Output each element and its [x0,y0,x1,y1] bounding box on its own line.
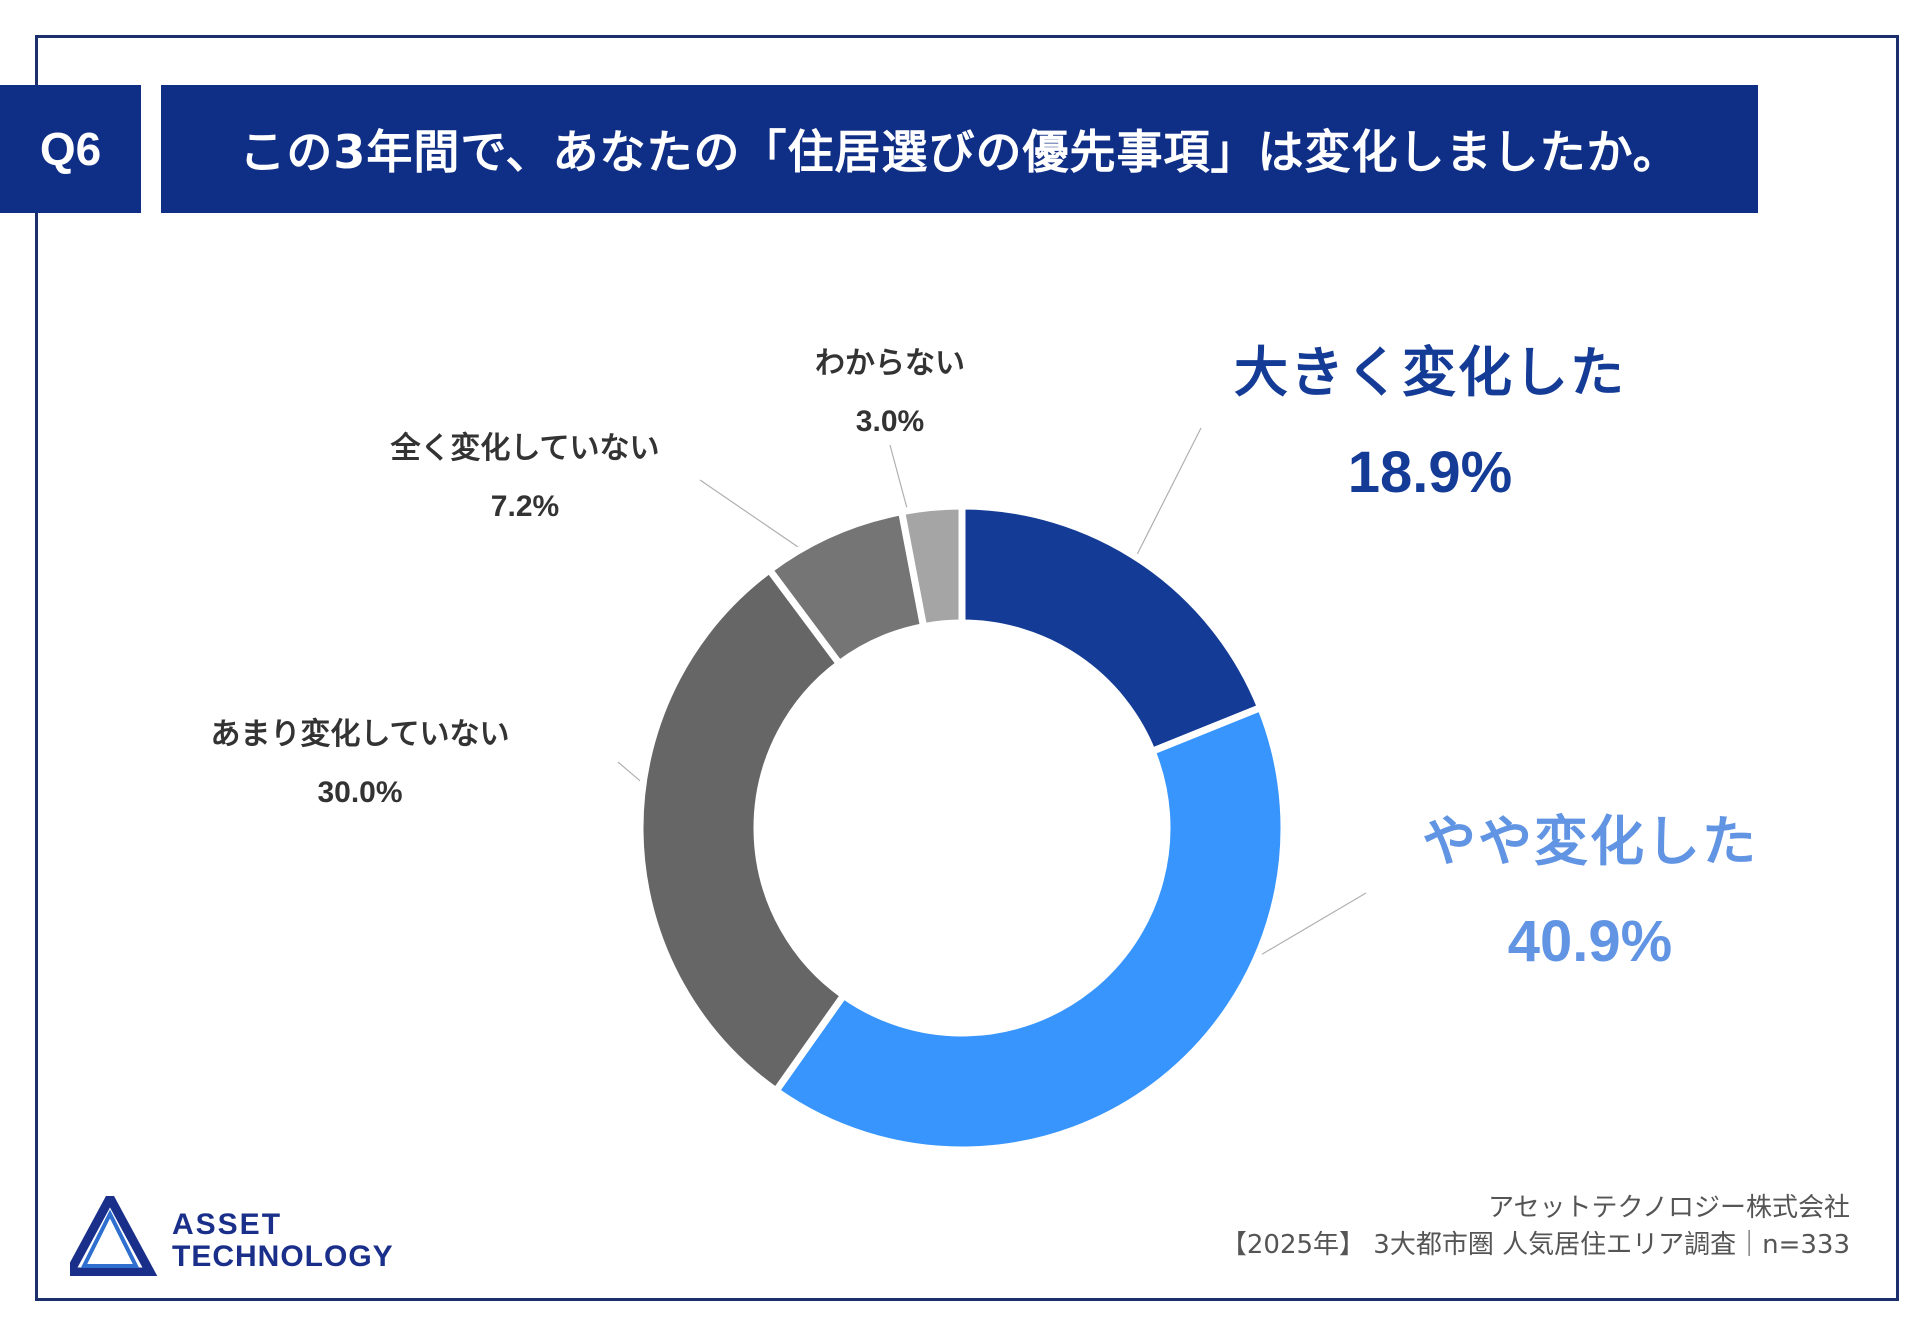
slice-name: 大きく変化した [1234,341,1626,404]
slice-value: 7.2% [490,490,560,523]
slice-value: 30.0% [317,776,403,809]
footer-source: アセットテクノロジー株式会社 【2025年】 3大都市圏 人気居住エリア調査｜n… [1221,1190,1850,1264]
slice-label-no-change: 全く変化していない 7.2% [335,420,715,536]
slice-label-slight-change: やや変化した 40.9% [1400,792,1780,992]
slice-label-not-much-change: あまり変化していない 30.0% [160,706,560,822]
slice-value: 40.9% [1507,909,1673,974]
logo-line-2: TECHNOLOGY [172,1240,394,1273]
leader-line-unknown [889,444,909,513]
question-title: この3年間で、あなたの「住居選びの優先事項」は変化しましたか。 [161,85,1758,213]
logo-line-1: ASSET [172,1208,282,1241]
question-badge: Q6 [0,85,141,213]
footer-company: アセットテクノロジー株式会社 [1488,1193,1850,1223]
slice-label-large-change: 大きく変化した 18.9% [1190,323,1670,523]
donut-slice-slight-change [771,703,1288,1154]
slice-name: わからない [815,346,965,381]
footer-survey: 【2025年】 3大都市圏 人気居住エリア調査｜n=333 [1220,1230,1850,1260]
chart-frame [35,35,1899,1301]
slice-name: あまり変化していない [210,717,510,752]
slice-name: やや変化した [1422,810,1758,873]
asset-technology-logo: ASSET TECHNOLOGY [70,1196,394,1276]
donut-slice-large-change [958,502,1266,756]
donut-slice-unknown [897,502,966,631]
donut-slice-not-much-change [636,564,849,1096]
slice-name: 全く変化していない [390,431,660,466]
slice-label-unknown: わからない 3.0% [770,335,1010,451]
slice-value: 3.0% [855,405,925,438]
slice-value: 18.9% [1347,440,1513,505]
logo-triangle-icon [70,1196,158,1276]
